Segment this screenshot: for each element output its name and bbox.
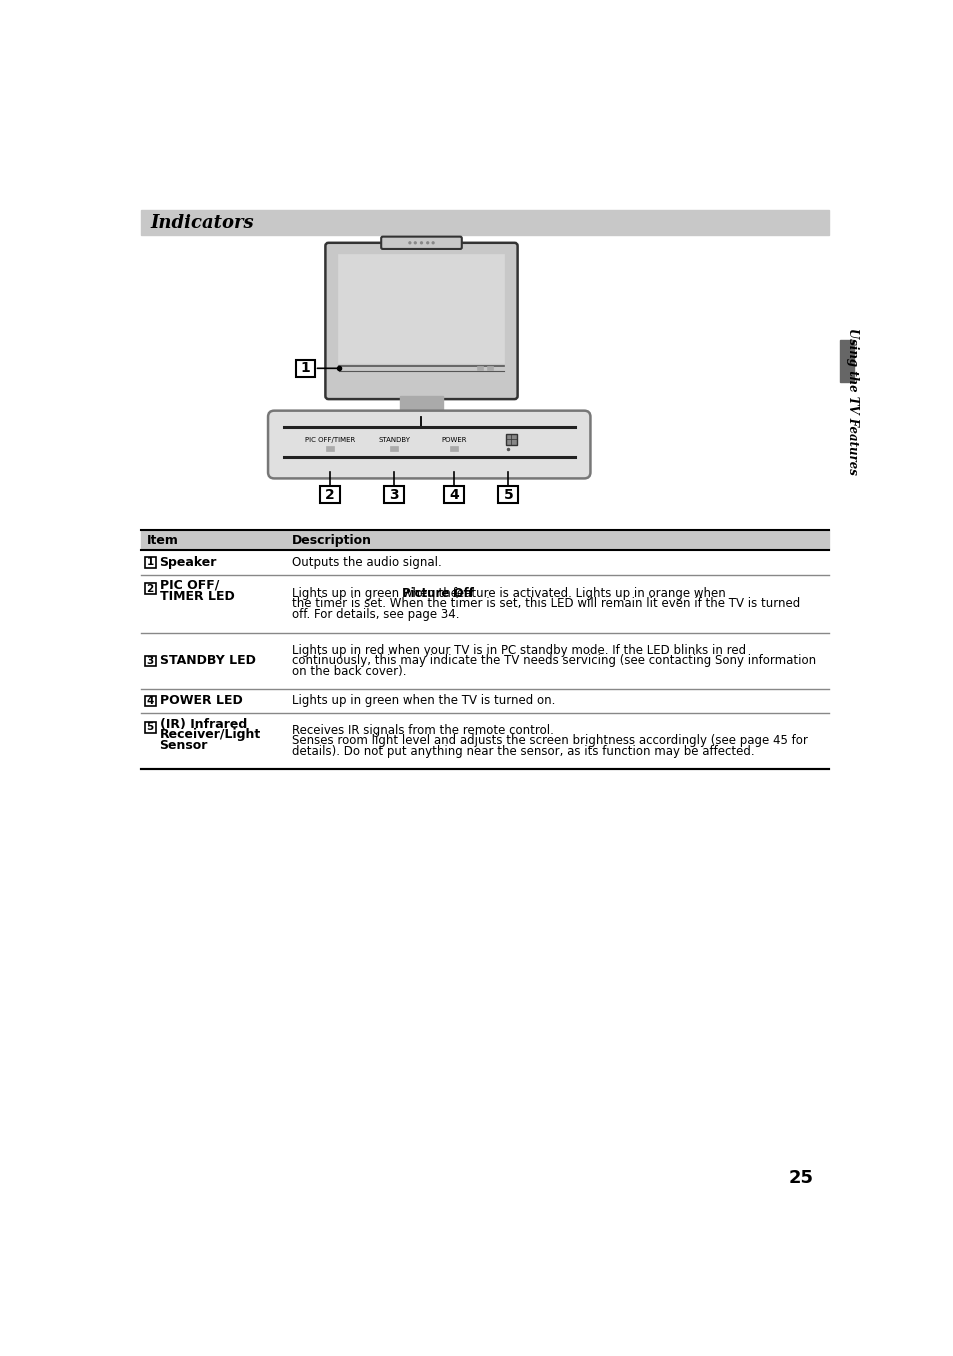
Text: Speaker: Speaker — [159, 556, 216, 570]
Bar — [141, 210, 828, 235]
Circle shape — [426, 241, 428, 244]
Bar — [840, 340, 853, 382]
Text: Description: Description — [292, 533, 372, 546]
Text: (IR) Infrared: (IR) Infrared — [159, 717, 247, 731]
Bar — [450, 446, 457, 452]
Bar — [295, 359, 314, 377]
Bar — [476, 366, 482, 370]
Text: STANDBY: STANDBY — [378, 437, 410, 443]
FancyBboxPatch shape — [377, 416, 465, 430]
FancyBboxPatch shape — [381, 237, 461, 250]
Bar — [145, 655, 155, 666]
Bar — [141, 689, 828, 713]
Bar — [390, 446, 397, 452]
Text: 5: 5 — [147, 723, 153, 732]
Bar — [339, 255, 503, 363]
Text: 3: 3 — [389, 488, 398, 502]
Text: continuously, this may indicate the TV needs servicing (see contacting Sony info: continuously, this may indicate the TV n… — [292, 655, 816, 667]
Bar — [497, 485, 517, 503]
Text: Lights up in red when your TV is in PC standby mode. If the LED blinks in red: Lights up in red when your TV is in PC s… — [292, 644, 745, 658]
Bar — [384, 485, 404, 503]
Text: 3: 3 — [147, 656, 153, 666]
Text: Lights up in green when the TV is turned on.: Lights up in green when the TV is turned… — [292, 694, 555, 708]
Text: Sensor: Sensor — [159, 739, 208, 753]
Bar — [443, 485, 464, 503]
Bar — [141, 713, 828, 769]
Text: feature is activated. Lights up in orange when: feature is activated. Lights up in orang… — [448, 587, 724, 601]
Text: off. For details, see page 34.: off. For details, see page 34. — [292, 607, 459, 621]
Text: POWER LED: POWER LED — [159, 694, 242, 708]
Text: Picture Off: Picture Off — [401, 587, 473, 601]
Text: Senses room light level and adjusts the screen brightness accordingly (see page : Senses room light level and adjusts the … — [292, 735, 807, 747]
Bar — [145, 721, 155, 732]
Text: 1: 1 — [300, 361, 310, 376]
Bar — [141, 551, 828, 575]
Circle shape — [420, 241, 422, 244]
FancyBboxPatch shape — [325, 243, 517, 399]
Circle shape — [432, 241, 434, 244]
Text: 4: 4 — [449, 488, 458, 502]
Text: Indicators: Indicators — [150, 214, 253, 232]
Text: 5: 5 — [503, 488, 513, 502]
Bar — [145, 583, 155, 594]
Text: on the back cover).: on the back cover). — [292, 664, 406, 678]
Bar — [145, 696, 155, 706]
Bar — [505, 434, 517, 445]
Text: 2: 2 — [147, 583, 153, 594]
Text: Item: Item — [147, 533, 179, 546]
Text: 25: 25 — [788, 1169, 813, 1186]
Text: 1: 1 — [147, 557, 153, 567]
Text: details). Do not put anything near the sensor, as its function may be affected.: details). Do not put anything near the s… — [292, 744, 754, 758]
Bar — [399, 396, 442, 418]
Text: Lights up in green when the: Lights up in green when the — [292, 587, 461, 601]
Text: Outputs the audio signal.: Outputs the audio signal. — [292, 556, 441, 570]
Text: the timer is set. When the timer is set, this LED will remain lit even if the TV: the timer is set. When the timer is set,… — [292, 598, 800, 610]
Text: 2: 2 — [325, 488, 335, 502]
FancyBboxPatch shape — [268, 411, 590, 479]
Text: PIC OFF/TIMER: PIC OFF/TIMER — [305, 437, 355, 443]
Text: 4: 4 — [147, 696, 153, 706]
Text: STANDBY LED: STANDBY LED — [159, 655, 255, 667]
Text: Using the TV Features: Using the TV Features — [845, 328, 858, 475]
Bar — [145, 557, 155, 568]
Circle shape — [409, 241, 411, 244]
Bar — [319, 485, 340, 503]
Text: POWER: POWER — [441, 437, 466, 443]
Bar — [141, 575, 828, 633]
Bar — [141, 633, 828, 689]
Text: Receiver/Light: Receiver/Light — [159, 728, 260, 742]
Text: Receives IR signals from the remote control.: Receives IR signals from the remote cont… — [292, 724, 554, 738]
Text: PIC OFF/: PIC OFF/ — [159, 579, 218, 593]
Circle shape — [414, 241, 416, 244]
Bar — [486, 366, 493, 370]
Bar — [326, 446, 334, 452]
Text: TIMER LED: TIMER LED — [159, 590, 234, 602]
Bar — [141, 530, 828, 551]
